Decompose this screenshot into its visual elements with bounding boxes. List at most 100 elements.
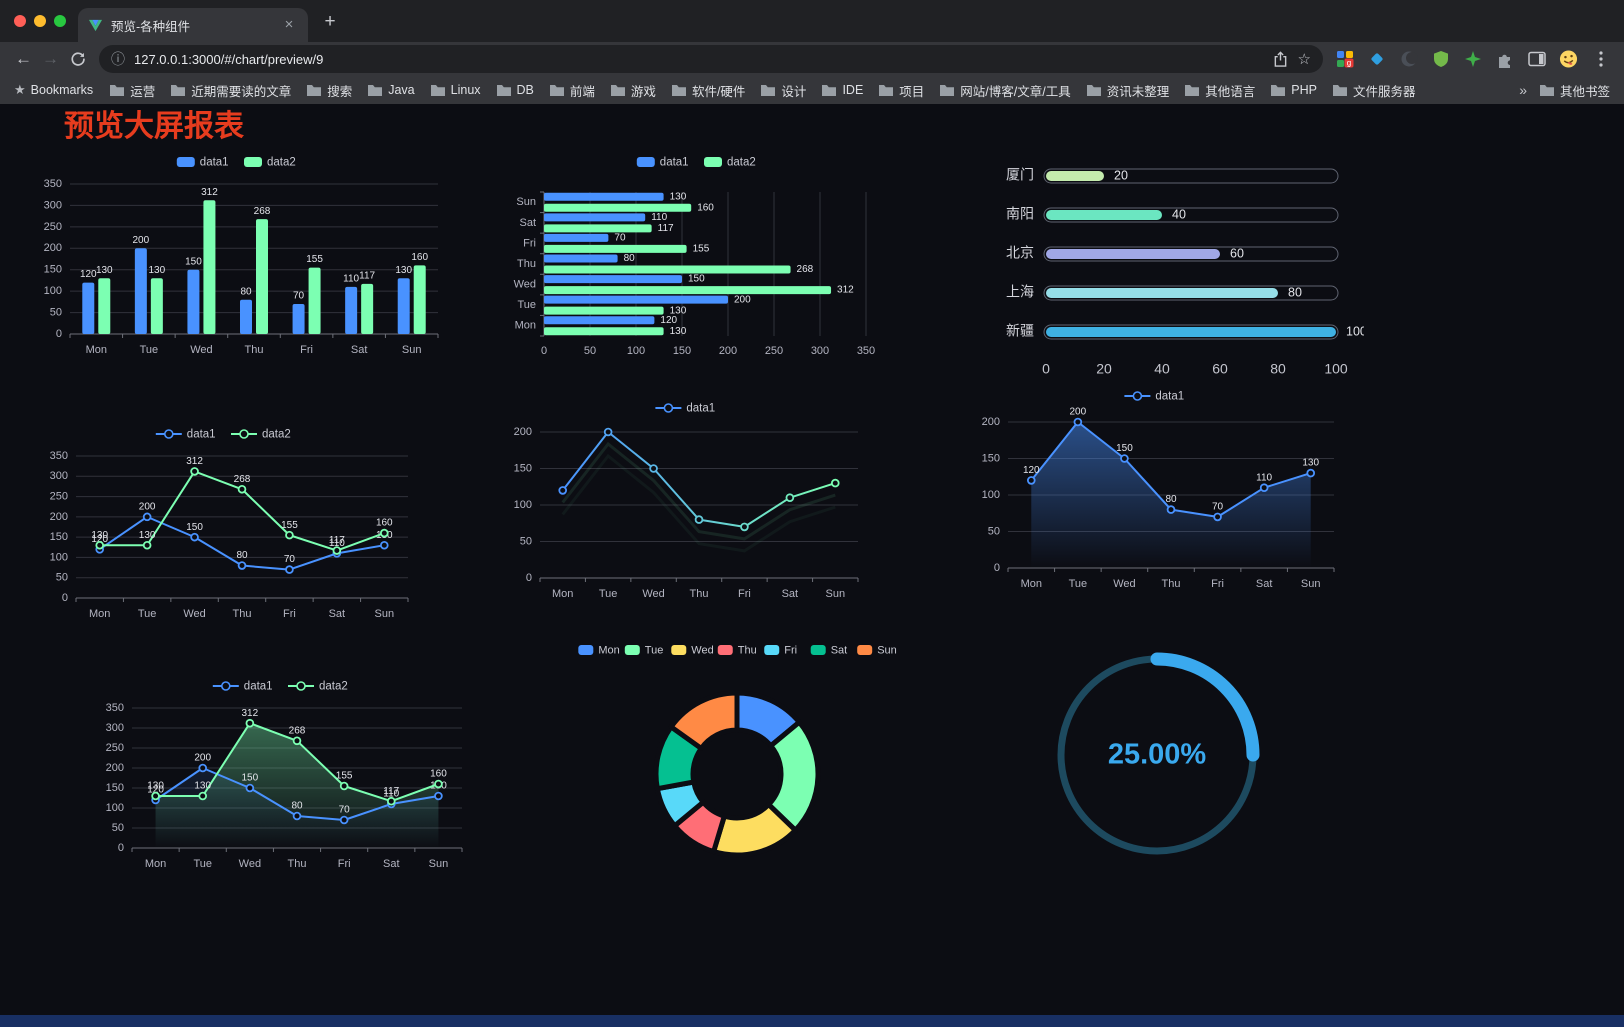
- svg-text:Tue: Tue: [599, 588, 618, 600]
- back-button[interactable]: ←: [15, 49, 32, 68]
- puzzle-icon[interactable]: [1495, 50, 1514, 69]
- bookmark-item[interactable]: 前端: [549, 81, 595, 100]
- bookmark-item[interactable]: 游戏: [610, 81, 656, 100]
- bookmark-item[interactable]: 文件服务器: [1332, 81, 1416, 100]
- svg-text:120: 120: [80, 269, 97, 280]
- svg-text:Sun: Sun: [374, 608, 394, 620]
- bookmark-item[interactable]: 软件/硬件: [671, 81, 745, 100]
- bookmark-label: 文件服务器: [1352, 84, 1416, 99]
- line-two-series-chart[interactable]: 0 50 100 150 200 250 300 350 Mon Tue Wed Thu Fri Sat S…: [30, 422, 420, 632]
- extension-icon-moon[interactable]: [1399, 50, 1418, 69]
- close-window-button[interactable]: [14, 15, 26, 27]
- svg-text:Thu: Thu: [233, 608, 252, 620]
- line-two-area-canvas: 0 50 100 150 200 250 300 350 Mon Tue Wed Thu Fri Sat S…: [106, 681, 463, 870]
- svg-text:Sun: Sun: [877, 644, 897, 656]
- svg-text:312: 312: [837, 285, 854, 296]
- bar-vertical-chart[interactable]: 0 50 100 150 200 250 300 350 Mon Tue Wed Thu Fri Sat S…: [28, 150, 448, 364]
- tab-close-icon[interactable]: ×: [284, 16, 294, 33]
- gauge-chart[interactable]: 25.00%: [1040, 638, 1274, 872]
- svg-text:155: 155: [693, 244, 710, 255]
- address-bar[interactable]: ⓘ 127.0.0.1:3000/#/chart/preview/9 ☆: [99, 45, 1323, 73]
- line-area-chart[interactable]: 0 50 100 150 200 Mon Tue Wed Thu Fri Sat Sun 120 200 1…: [966, 384, 1346, 596]
- bookmark-item[interactable]: 近期需要读的文章: [170, 81, 291, 100]
- svg-text:117: 117: [658, 223, 674, 234]
- svg-text:Sun: Sun: [516, 196, 536, 208]
- folder-icon: [306, 84, 322, 97]
- svg-text:130: 130: [147, 781, 164, 792]
- svg-text:117: 117: [359, 270, 375, 281]
- svg-text:130: 130: [395, 265, 412, 276]
- svg-text:Wed: Wed: [190, 344, 212, 356]
- bookmark-item[interactable]: IDE: [821, 83, 863, 97]
- browser-tab[interactable]: 预览-各种组件 ×: [78, 8, 308, 42]
- svg-text:Wed: Wed: [691, 644, 713, 656]
- svg-text:70: 70: [293, 291, 305, 302]
- svg-text:Tue: Tue: [517, 299, 536, 311]
- svg-text:g: g: [1346, 59, 1350, 68]
- more-menu-icon[interactable]: [1591, 50, 1610, 69]
- svg-text:data2: data2: [267, 157, 296, 169]
- bar-horizontal-canvas: 0 50 100 150 200 250 300 350 Mon Tue Wed Thu Fri Sat S…: [514, 157, 876, 357]
- svg-text:Sat: Sat: [351, 344, 368, 356]
- svg-text:新疆: 新疆: [1006, 323, 1034, 339]
- forward-button[interactable]: →: [42, 49, 59, 68]
- side-panel-icon[interactable]: [1527, 50, 1546, 69]
- svg-text:Fri: Fri: [784, 644, 797, 656]
- other-bookmarks-folder[interactable]: 其他书签: [1539, 81, 1610, 100]
- svg-text:Fri: Fri: [283, 608, 296, 620]
- extension-icon-pin[interactable]: [1367, 50, 1386, 69]
- bookmark-item[interactable]: Linux: [430, 83, 481, 97]
- bookmark-item[interactable]: 网站/博客/文章/工具: [939, 81, 1071, 100]
- bookmark-item[interactable]: 设计: [760, 81, 806, 100]
- extension-icon-grid[interactable]: g: [1335, 50, 1354, 69]
- svg-text:Wed: Wed: [183, 608, 205, 620]
- svg-text:80: 80: [1288, 285, 1302, 299]
- share-icon[interactable]: [1273, 50, 1288, 68]
- svg-text:200: 200: [514, 426, 532, 438]
- bookmarks-overflow-chevron[interactable]: »: [1519, 82, 1527, 98]
- bookmark-item[interactable]: 资讯未整理: [1086, 81, 1169, 100]
- capsule-bars-chart[interactable]: 厦门 20 南阳 40 北京 60 上海 80 新疆 100 0 20 40 60 80 100: [996, 156, 1367, 388]
- bar-horizontal-chart[interactable]: 0 50 100 150 200 250 300 350 Mon Tue Wed Thu Fri Sat S…: [500, 150, 896, 364]
- browser-toolbar: ← → ⓘ 127.0.0.1:3000/#/chart/preview/9 ☆…: [0, 42, 1624, 76]
- bookmark-star-icon[interactable]: ☆: [1297, 51, 1311, 68]
- extension-icon-star[interactable]: [1463, 50, 1482, 69]
- line-two-area-chart[interactable]: 0 50 100 150 200 250 300 350 Mon Tue Wed Thu Fri Sat S…: [88, 674, 476, 878]
- bookmark-item[interactable]: PHP: [1270, 83, 1317, 97]
- bookmarks-root-item[interactable]: ★ Bookmarks: [14, 82, 93, 98]
- svg-text:130: 130: [1302, 458, 1319, 469]
- bookmark-label: DB: [516, 83, 534, 97]
- svg-text:60: 60: [1230, 246, 1244, 260]
- svg-text:20: 20: [1114, 168, 1128, 182]
- bookmark-item[interactable]: 项目: [878, 81, 924, 100]
- svg-text:Sun: Sun: [1301, 578, 1321, 590]
- extension-icon-shield[interactable]: [1431, 50, 1450, 69]
- svg-text:50: 50: [50, 306, 62, 318]
- footer-strip: [0, 1015, 1624, 1027]
- svg-text:312: 312: [201, 187, 218, 198]
- svg-text:120: 120: [91, 534, 108, 545]
- svg-text:130: 130: [91, 530, 108, 541]
- avatar[interactable]: [1559, 50, 1578, 69]
- new-tab-button[interactable]: +: [324, 11, 336, 32]
- zoom-window-button[interactable]: [54, 15, 66, 27]
- reload-button[interactable]: [64, 46, 91, 73]
- svg-text:Thu: Thu: [245, 344, 264, 356]
- svg-text:data1: data1: [1155, 391, 1184, 403]
- minimize-window-button[interactable]: [34, 15, 46, 27]
- svg-text:350: 350: [106, 702, 124, 714]
- url-text[interactable]: 127.0.0.1:3000/#/chart/preview/9: [134, 51, 324, 67]
- bookmark-item[interactable]: 其他语言: [1184, 81, 1255, 100]
- svg-text:312: 312: [242, 708, 259, 719]
- bookmark-item[interactable]: DB: [496, 83, 534, 97]
- site-info-icon[interactable]: ⓘ: [111, 51, 125, 67]
- svg-text:130: 130: [670, 305, 687, 316]
- bookmark-item[interactable]: Java: [367, 83, 415, 97]
- svg-text:25.00%: 25.00%: [1108, 739, 1207, 771]
- bookmark-item[interactable]: 运营: [109, 81, 155, 100]
- donut-chart[interactable]: Mon Tue Wed Thu Fri Sat Sun: [548, 636, 926, 886]
- bookmark-item[interactable]: 搜索: [306, 81, 352, 100]
- bar-vertical-canvas: 0 50 100 150 200 250 300 350 Mon Tue Wed Thu Fri Sat S…: [44, 157, 439, 356]
- line-gradient-chart[interactable]: 0 50 100 150 200 Mon Tue Wed Thu Fri Sat Sun data1: [500, 396, 874, 612]
- folder-icon: [549, 84, 565, 97]
